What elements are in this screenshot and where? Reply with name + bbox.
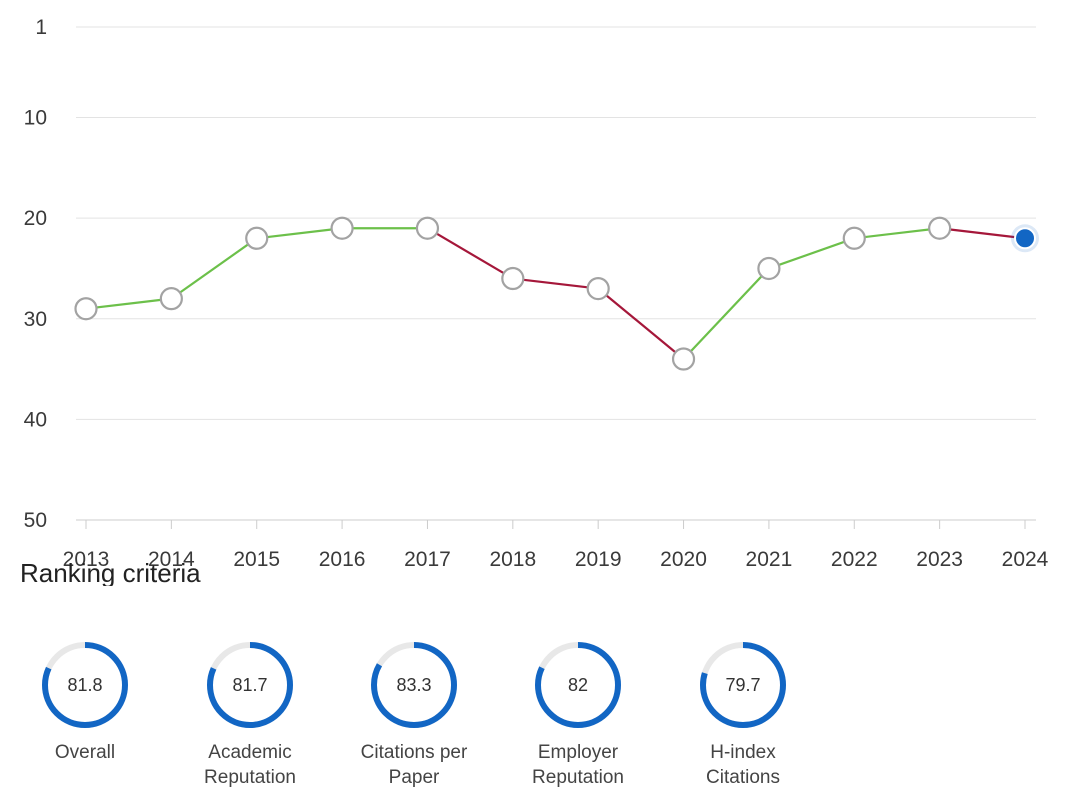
score-gauge: 83.3 <box>369 640 459 730</box>
criterion-label: Citations per Paper <box>334 740 494 790</box>
y-tick-label: 20 <box>24 207 47 230</box>
rank-history-chart: 1 10 20 30 40 50 2013 2014 2015 2016 2017 2018 2019 2… <box>24 16 1049 571</box>
score-gauge: 81.8 <box>40 640 130 730</box>
criterion-card: 83.3 Citations per Paper <box>334 640 494 790</box>
criterion-card: 79.7 H-index Citations <box>663 640 823 790</box>
x-tick-label: 2023 <box>916 548 963 571</box>
y-tick-label: 10 <box>24 107 47 130</box>
line-segment <box>938 227 1027 240</box>
data-point[interactable] <box>928 216 952 240</box>
criterion-label-line: Paper <box>388 767 440 788</box>
x-tick-label: 2022 <box>831 548 878 571</box>
x-tick-label: 2017 <box>404 548 451 571</box>
line-segment <box>511 277 600 290</box>
data-point[interactable] <box>842 226 866 250</box>
x-tick-label: 2015 <box>233 548 280 571</box>
ranking-criteria-list: 81.8 Overall 81.7 Academic Reputation 83.3 Cit… <box>0 640 1080 799</box>
criterion-label: Academic Reputation <box>170 740 330 790</box>
criterion-label-line: Reputation <box>204 767 296 788</box>
data-point[interactable] <box>159 287 183 311</box>
gauge-fill <box>371 642 457 728</box>
data-point[interactable] <box>757 256 781 281</box>
criterion-label: Employer Reputation <box>498 740 658 790</box>
gauge-fill <box>700 642 786 728</box>
criterion-label-line: Citations <box>706 767 780 788</box>
gauge-fill <box>535 642 621 728</box>
score-gauge: 79.7 <box>698 640 788 730</box>
line-segment <box>84 297 173 310</box>
criterion-label-line: Reputation <box>532 767 624 788</box>
criterion-card: 81.8 Overall <box>5 640 165 765</box>
gauge-ring <box>700 642 786 728</box>
line-segment <box>853 227 941 240</box>
data-point[interactable] <box>415 216 440 240</box>
criterion-label: Overall <box>5 740 165 765</box>
line-segment <box>255 227 344 240</box>
chart-grid <box>76 26 1036 521</box>
chart-line-segments <box>84 227 1027 361</box>
data-point[interactable] <box>671 347 696 371</box>
gauge-ring <box>371 642 457 728</box>
y-tick-label: 1 <box>35 16 47 39</box>
criterion-label-line: Academic <box>208 742 292 763</box>
criterion-label-line: Overall <box>54 742 116 763</box>
criterion-label: H-index Citations <box>663 740 823 790</box>
x-tick-label: 2018 <box>489 548 536 571</box>
y-tick-label: 40 <box>24 408 47 431</box>
ranking-criteria-title: Ranking criteria <box>20 558 201 586</box>
y-tick-label: 50 <box>24 509 47 532</box>
x-tick-label: 2019 <box>575 548 622 571</box>
chart-axes: 1 10 20 30 40 50 2013 2014 2015 2016 2017 2018 2019 2… <box>24 16 1049 571</box>
score-value: 79.7 <box>725 675 761 695</box>
criterion-card: 82 Employer Reputation <box>498 640 658 790</box>
data-point-current[interactable] <box>1014 227 1036 250</box>
score-value: 81.7 <box>232 675 268 695</box>
ranking-criteria-heading: Ranking criteria <box>20 558 420 586</box>
y-tick-label: 30 <box>24 308 47 331</box>
gauge-ring <box>207 642 293 728</box>
x-tick-label: 2013 <box>63 548 110 571</box>
score-gauge: 81.7 <box>205 640 295 730</box>
score-value: 82 <box>567 675 589 695</box>
criterion-card: 81.7 Academic Reputation <box>170 640 330 790</box>
data-point[interactable] <box>330 216 354 240</box>
x-tick-label: 2024 <box>1002 548 1049 571</box>
data-point[interactable] <box>74 297 98 321</box>
line-segment <box>170 237 258 300</box>
line-segment <box>426 227 514 280</box>
criterion-label-line: Employer <box>537 742 619 763</box>
line-segment <box>597 287 685 361</box>
gauge-ring <box>535 642 621 728</box>
x-tick-label: 2016 <box>319 548 366 571</box>
gauge-fill <box>207 642 293 728</box>
gauge-fill <box>42 642 128 728</box>
x-tick-label: 2014 <box>148 548 195 571</box>
criterion-label-line: Citations per <box>360 742 468 763</box>
criterion-label-line: H-index <box>710 742 776 763</box>
x-tick-label: 2020 <box>660 548 707 571</box>
gauge-ring <box>42 642 128 728</box>
chart-points <box>74 216 1039 371</box>
data-point[interactable] <box>501 266 525 291</box>
data-point[interactable] <box>245 226 269 250</box>
line-segment <box>682 267 771 361</box>
score-value: 81.8 <box>67 675 103 695</box>
score-value: 83.3 <box>396 675 432 695</box>
data-point[interactable] <box>586 276 610 301</box>
line-segment <box>767 237 856 270</box>
x-tick-label: 2021 <box>746 548 793 571</box>
score-gauge: 82 <box>533 640 623 730</box>
